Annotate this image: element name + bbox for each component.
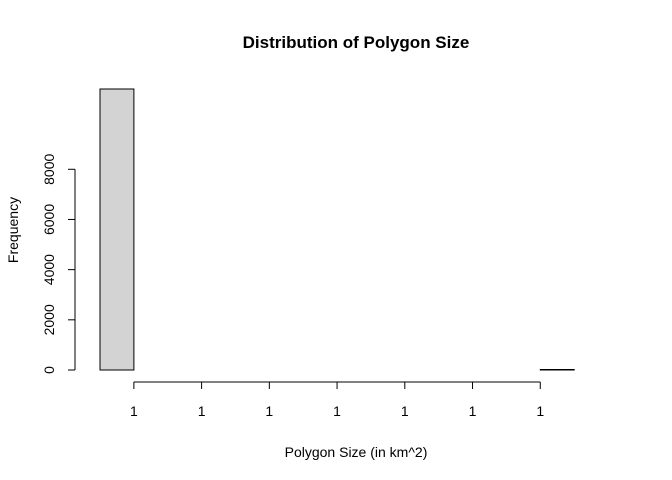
y-tick-label: 2000 [41, 304, 57, 335]
x-tick-label: 1 [536, 403, 544, 419]
y-tick-label: 6000 [41, 204, 57, 235]
y-tick-label: 0 [41, 366, 57, 374]
histogram-bar [99, 88, 135, 371]
y-tick-label: 8000 [41, 154, 57, 185]
x-axis-label: Polygon Size (in km^2) [285, 444, 428, 460]
chart-title: Distribution of Polygon Size [243, 33, 470, 52]
y-axis: 0 2000 4000 6000 8000 [41, 154, 76, 374]
x-tick-label: 1 [333, 403, 341, 419]
x-tick-label: 1 [265, 403, 273, 419]
histogram-bar [539, 369, 575, 371]
x-axis: 1 1 1 1 1 1 1 [130, 381, 544, 419]
y-axis-label: Frequency [5, 197, 21, 263]
x-tick-label: 1 [130, 403, 138, 419]
x-tick-label: 1 [198, 403, 206, 419]
bars [99, 88, 575, 371]
x-tick-label: 1 [469, 403, 477, 419]
y-tick-label: 4000 [41, 254, 57, 285]
x-tick-label: 1 [401, 403, 409, 419]
